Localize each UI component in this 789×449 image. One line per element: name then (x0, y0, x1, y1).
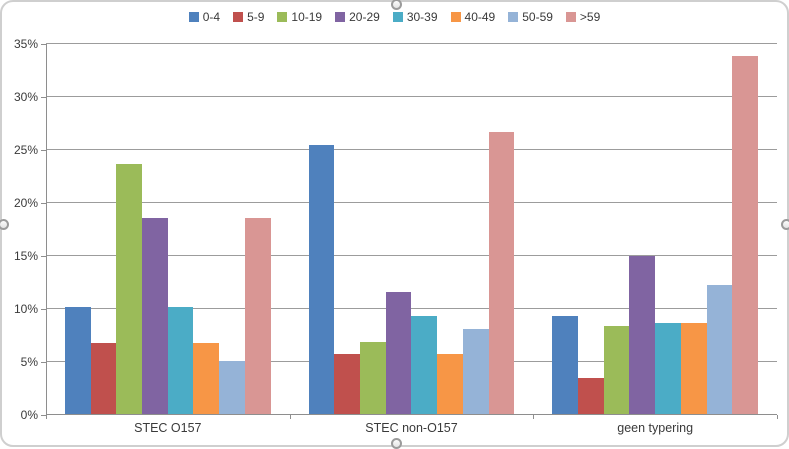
bar-50-59-geen typering[interactable] (706, 284, 733, 415)
x-axis-tick-mark (46, 415, 47, 419)
category-group-geen typering (533, 44, 777, 415)
y-axis-tick-label: 0% (20, 408, 38, 422)
y-axis-tick-label: 5% (20, 355, 38, 369)
x-axis-tick-mark (290, 415, 291, 419)
y-axis-tick-label: 15% (13, 249, 38, 263)
legend-label: 30-39 (406, 10, 438, 24)
legend-item-20-29[interactable]: 20-29 (335, 10, 380, 24)
legend-label: 0-4 (202, 10, 221, 24)
bar-20-29-geen typering[interactable] (629, 256, 656, 415)
x-axis-category-label: STEC O157 (134, 421, 202, 435)
bar-40-49-STEC O157[interactable] (193, 342, 220, 415)
bar-20-29-STEC non-O157[interactable] (385, 292, 412, 415)
resize-handle-right[interactable] (781, 219, 789, 230)
y-axis-tick-mark (41, 97, 46, 98)
bar-50-59-STEC O157[interactable] (219, 360, 245, 415)
legend-label: 5-9 (247, 10, 265, 24)
plot-area[interactable] (46, 43, 777, 415)
legend-swatch-20-29 (335, 12, 346, 22)
resize-handle-bottom[interactable] (391, 438, 402, 449)
bar-cluster (308, 44, 515, 415)
bar-50-59-STEC non-O157[interactable] (462, 329, 489, 415)
x-axis-tick-mark (533, 415, 534, 419)
bar-10-19-STEC O157[interactable] (116, 163, 143, 415)
x-axis-category-label: geen typering (617, 421, 694, 435)
legend-item-40-49[interactable]: 40-49 (450, 10, 496, 24)
resize-handle-left[interactable] (0, 219, 9, 230)
y-axis-tick-label: 35% (13, 37, 38, 51)
bar-0-4-STEC non-O157[interactable] (308, 144, 335, 415)
legend-label: 40-49 (464, 10, 496, 24)
y-axis-tick-label: 30% (13, 90, 38, 104)
bar-0-4-STEC O157[interactable] (65, 306, 91, 415)
y-axis-tick-mark (41, 362, 46, 363)
y-axis-tick-mark (41, 150, 46, 151)
legend-swatch-30-39 (392, 12, 403, 22)
bar-40-49-geen typering[interactable] (680, 322, 707, 415)
bar-40-49-STEC non-O157[interactable] (437, 353, 463, 415)
bar-0-4-geen typering[interactable] (552, 316, 579, 415)
legend-item-0-4[interactable]: 0-4 (188, 10, 221, 24)
bar-10-19-STEC non-O157[interactable] (360, 341, 386, 415)
legend-swatch-40-49 (450, 12, 461, 22)
gridline-20 (46, 202, 777, 203)
y-axis-tick-label: 10% (13, 302, 38, 316)
legend-item->59[interactable]: >59 (565, 10, 601, 24)
bar->59-geen typering[interactable] (732, 55, 758, 415)
chart-legend: 0-4 5-9 10-19 20-29 30-39 40-49 50-59 >59 (2, 10, 787, 24)
category-group-STEC non-O157 (290, 44, 534, 415)
x-axis-tick-mark (777, 415, 778, 419)
gridline-25 (46, 149, 777, 150)
bar-5-9-STEC O157[interactable] (90, 342, 117, 415)
bar-30-39-STEC non-O157[interactable] (411, 316, 438, 415)
legend-label: 50-59 (522, 10, 553, 24)
legend-item-50-59[interactable]: 50-59 (508, 10, 553, 24)
legend-swatch-5-9 (233, 12, 244, 22)
y-axis-tick-label: 20% (13, 196, 38, 210)
legend-swatch-0-4 (188, 12, 199, 22)
bar-20-29-STEC O157[interactable] (142, 217, 168, 415)
y-axis-line (46, 44, 47, 415)
y-axis-tick-mark (41, 203, 46, 204)
y-axis-tick-mark (41, 256, 46, 257)
legend-swatch->59 (565, 12, 576, 22)
bar-cluster (552, 44, 758, 415)
gridline-35 (46, 43, 777, 44)
bar-10-19-geen typering[interactable] (603, 325, 630, 415)
y-axis-tick-mark (41, 44, 46, 45)
bar-30-39-geen typering[interactable] (655, 322, 681, 415)
bar-cluster (65, 44, 271, 415)
gridline-10 (46, 308, 777, 309)
x-axis-line (46, 414, 777, 415)
legend-item-5-9[interactable]: 5-9 (233, 10, 264, 24)
y-axis-tick-label: 25% (13, 143, 38, 157)
bar->59-STEC non-O157[interactable] (488, 131, 515, 415)
gridline-30 (46, 96, 777, 97)
category-group-STEC O157 (46, 44, 290, 415)
legend-swatch-10-19 (277, 12, 288, 22)
legend-swatch-50-59 (508, 12, 519, 22)
bar-30-39-STEC O157[interactable] (167, 306, 194, 415)
legend-label: 10-19 (291, 10, 323, 24)
y-axis-tick-mark (41, 309, 46, 310)
legend-label: >59 (579, 10, 601, 24)
resize-handle-top[interactable] (391, 0, 402, 10)
legend-item-10-19[interactable]: 10-19 (277, 10, 322, 24)
legend-item-30-39[interactable]: 30-39 (392, 10, 438, 24)
bar-5-9-geen typering[interactable] (578, 377, 604, 415)
bar-5-9-STEC non-O157[interactable] (334, 353, 361, 415)
gridline-15 (46, 255, 777, 256)
x-axis-category-label: STEC non-O157 (365, 421, 458, 435)
legend-label: 20-29 (349, 10, 380, 24)
y-axis-tick-mark (41, 415, 46, 416)
bar->59-STEC O157[interactable] (244, 217, 271, 415)
